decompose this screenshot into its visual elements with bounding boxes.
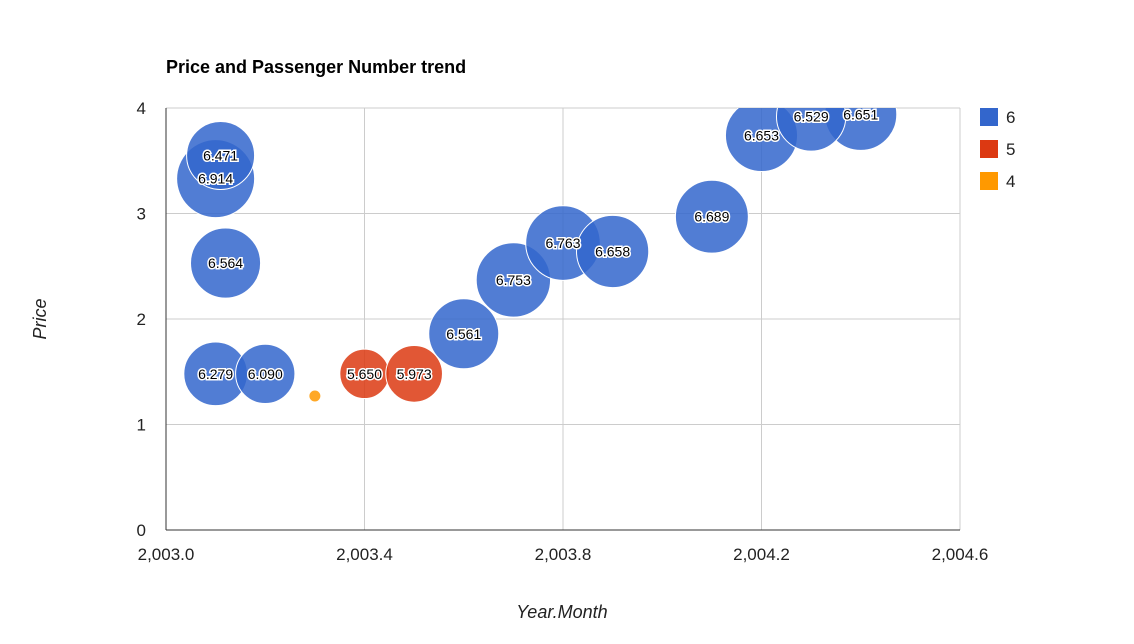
- bubble-point: [385, 345, 443, 403]
- bubble-data-label: 5.650: [347, 366, 382, 382]
- y-tick-label: 0: [137, 521, 146, 540]
- x-tick-label: 2,003.4: [336, 545, 393, 564]
- x-tick-label: 2,004.6: [932, 545, 989, 564]
- chart-title: Price and Passenger Number trend: [166, 57, 466, 77]
- legend-swatch: [980, 172, 998, 190]
- bubble-point: [674, 179, 749, 254]
- legend-label: 5: [1006, 140, 1015, 159]
- bubble-data-label: 6.763: [545, 235, 580, 251]
- bubble-data-label: 6.564: [208, 255, 243, 271]
- y-tick-label: 1: [137, 416, 146, 435]
- bubble-data-label: 6.653: [744, 127, 779, 143]
- chart-grid: [166, 107, 961, 530]
- bubble-data-label: 6.529: [794, 108, 829, 124]
- bubble-data-label: 6.689: [694, 209, 729, 225]
- legend-label: 4: [1006, 172, 1015, 191]
- bubble-data-label: 6.561: [446, 326, 481, 342]
- bubble-data-label: 6.914: [198, 171, 233, 187]
- bubble-point: [576, 214, 650, 289]
- y-tick-label: 2: [137, 310, 146, 329]
- legend-label: 6: [1006, 108, 1015, 127]
- bubble-data-label: 6.753: [496, 272, 531, 288]
- chart-axes: 2,003.0 2,003.4 2,003.8 2,004.2 2,004.6 0 1 2 3 4: [137, 99, 989, 564]
- bubble-point: [190, 227, 262, 299]
- y-tick-label: 3: [137, 205, 146, 224]
- bubble-data-label: 6.090: [248, 366, 283, 382]
- y-tick-label: 4: [137, 99, 146, 118]
- bubble-point: [186, 120, 256, 190]
- bubble-series: 6.914 6.471 6.564 6.279 6.090 5.650 5.973 6.561…: [176, 106, 898, 407]
- bubble-point: [235, 343, 296, 405]
- chart-legend: 6 5 4: [980, 108, 1015, 191]
- bubble-data-label: 6.658: [595, 243, 630, 259]
- bubble-data-label: 6.651: [843, 106, 878, 122]
- x-tick-label: 2,003.8: [535, 545, 592, 564]
- legend-swatch: [980, 140, 998, 158]
- x-tick-label: 2,004.2: [733, 545, 790, 564]
- bubble-point: [775, 108, 847, 152]
- y-axis-title: Price: [30, 298, 50, 339]
- bubble-data-label: 5.973: [397, 366, 432, 382]
- bubble-data-label: 6.471: [203, 147, 238, 163]
- bubble-data-label: 6.279: [198, 366, 233, 382]
- x-tick-label: 2,003.0: [138, 545, 195, 564]
- bubble-point: [308, 389, 322, 403]
- legend-swatch: [980, 108, 998, 126]
- bubble-point: [428, 298, 500, 370]
- x-axis-title: Year.Month: [516, 602, 607, 622]
